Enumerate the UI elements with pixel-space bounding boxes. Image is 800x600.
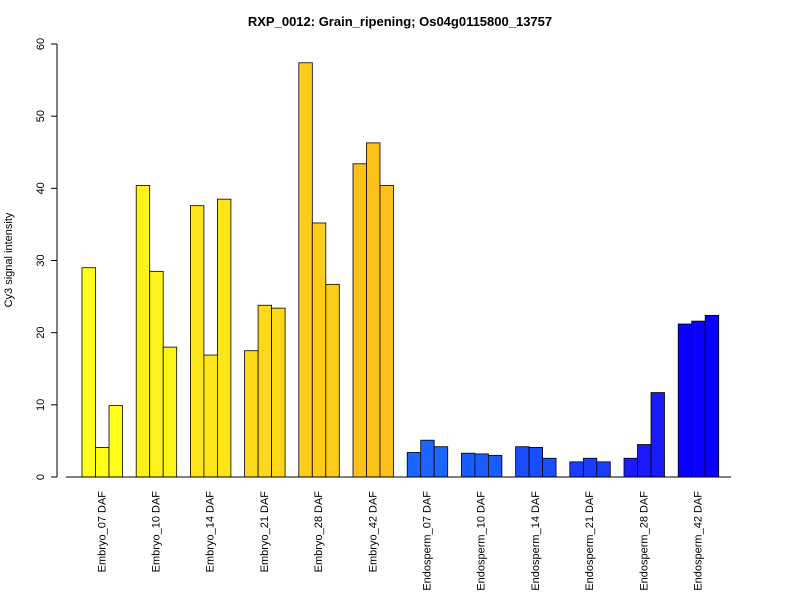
y-axis-label: Cy3 signal intensity: [3, 212, 15, 307]
bar: [515, 446, 530, 478]
bar: [623, 457, 638, 478]
x-tick-label: Endosperm_21 DAF: [584, 491, 596, 591]
bars: [81, 62, 720, 478]
bar: [244, 350, 259, 478]
bar: [95, 447, 110, 478]
bar: [298, 62, 313, 478]
y-tick-label: 60: [35, 38, 47, 50]
bar: [704, 314, 720, 478]
x-tick-label: Embryo_21 DAF: [259, 491, 271, 573]
bar: [650, 392, 665, 478]
bar: [81, 267, 96, 478]
bar: [311, 222, 327, 478]
bar: [162, 346, 178, 478]
bar: [487, 454, 503, 478]
bar: [460, 452, 476, 478]
bar: [637, 444, 652, 478]
bar: [596, 461, 611, 478]
bar: [379, 185, 394, 478]
x-tick-label: Embryo_14 DAF: [205, 491, 217, 573]
bar: [582, 457, 598, 478]
bar: [474, 453, 489, 478]
bar: [528, 447, 543, 478]
bar: [433, 446, 449, 478]
bar: [257, 304, 273, 478]
bar: [677, 323, 693, 478]
bar: [352, 163, 367, 478]
bar: [149, 270, 164, 478]
bar: [569, 461, 584, 478]
bar: [108, 405, 123, 478]
x-tick-label: Endosperm_28 DAF: [638, 491, 650, 591]
bar: [542, 457, 557, 478]
x-tick-label: Embryo_10 DAF: [150, 491, 162, 573]
bar: [135, 185, 151, 478]
y-tick-label: 10: [35, 399, 47, 411]
y-tick-label: 40: [35, 182, 47, 194]
y-tick-label: 50: [35, 110, 47, 122]
bar: [366, 142, 381, 478]
x-tick-label: Endosperm_42 DAF: [692, 491, 704, 591]
y-tick-label: 20: [35, 327, 47, 339]
bar: [203, 354, 218, 478]
y-tick-label: 0: [35, 474, 47, 480]
x-tick-label: Embryo_07 DAF: [96, 491, 108, 573]
x-tick-label: Endosperm_14 DAF: [530, 491, 542, 591]
y-axis: 0 10 20 30 40 50 60: [35, 38, 58, 480]
x-tick-label: Endosperm_07 DAF: [421, 491, 433, 591]
bar: [216, 198, 232, 478]
bar: [691, 320, 706, 478]
y-tick-label: 30: [35, 254, 47, 266]
bar: [271, 307, 286, 478]
chart-title: RXP_0012: Grain_ripening; Os04g0115800_1…: [248, 14, 552, 29]
bar: [406, 452, 422, 478]
x-tick-label: Embryo_28 DAF: [313, 491, 325, 573]
bar: [420, 439, 435, 478]
x-tick-label: Embryo_42 DAF: [367, 491, 379, 573]
x-axis: Embryo_07 DAF Embryo_10 DAF Embryo_14 DAF E…: [66, 476, 731, 591]
x-tick-label: Endosperm_10 DAF: [476, 491, 488, 591]
bar: [189, 205, 205, 478]
bar: [325, 283, 340, 478]
